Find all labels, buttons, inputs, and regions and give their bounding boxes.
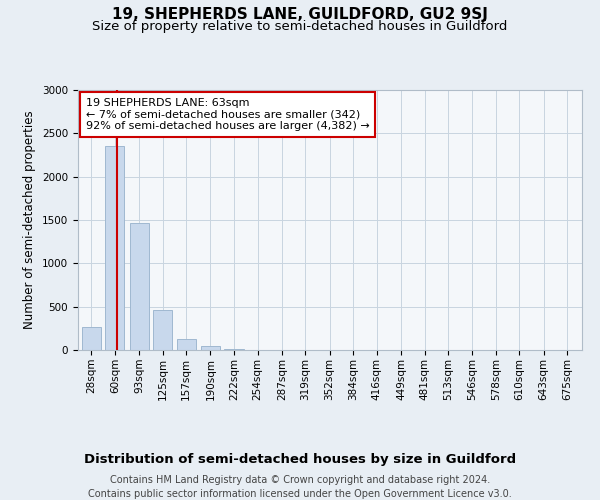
Bar — [82, 326, 101, 350]
Text: Contains public sector information licensed under the Open Government Licence v3: Contains public sector information licen… — [88, 489, 512, 499]
Bar — [201, 346, 220, 350]
Text: Size of property relative to semi-detached houses in Guildford: Size of property relative to semi-detach… — [92, 20, 508, 33]
Text: 19 SHEPHERDS LANE: 63sqm
← 7% of semi-detached houses are smaller (342)
92% of s: 19 SHEPHERDS LANE: 63sqm ← 7% of semi-de… — [86, 98, 370, 131]
Y-axis label: Number of semi-detached properties: Number of semi-detached properties — [23, 110, 37, 330]
Text: Distribution of semi-detached houses by size in Guildford: Distribution of semi-detached houses by … — [84, 452, 516, 466]
Text: 19, SHEPHERDS LANE, GUILDFORD, GU2 9SJ: 19, SHEPHERDS LANE, GUILDFORD, GU2 9SJ — [112, 8, 488, 22]
Text: Contains HM Land Registry data © Crown copyright and database right 2024.: Contains HM Land Registry data © Crown c… — [110, 475, 490, 485]
Bar — [130, 224, 149, 350]
Bar — [105, 146, 124, 350]
Bar — [224, 348, 244, 350]
Bar — [153, 310, 172, 350]
Bar — [176, 339, 196, 350]
